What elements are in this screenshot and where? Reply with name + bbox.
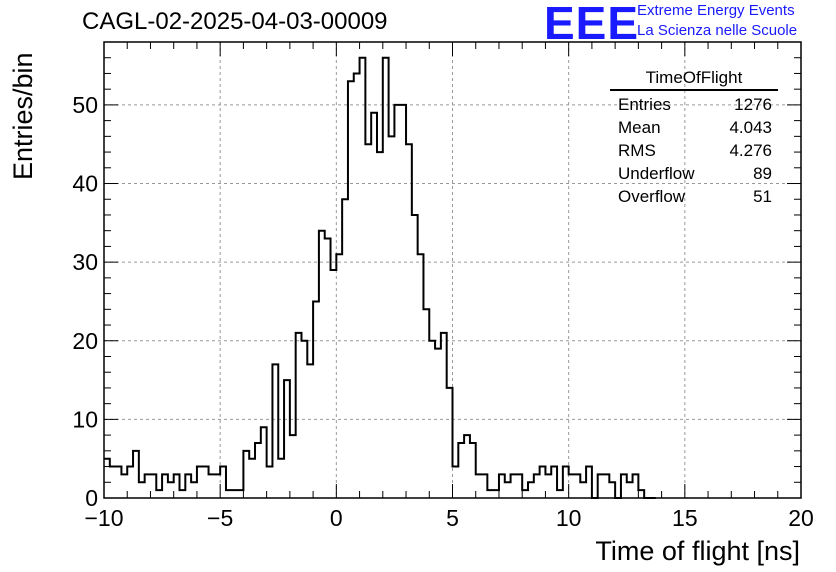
logo-line-1: Extreme Energy Events — [637, 2, 795, 19]
histogram-bin — [290, 435, 296, 498]
stats-value: 4.276 — [729, 141, 772, 160]
logo-line-2: La Scienza nelle Scuole — [637, 22, 798, 39]
histogram-bin — [267, 467, 273, 498]
histogram-bin — [354, 73, 360, 498]
histogram-bin — [522, 490, 528, 498]
histogram-bin — [209, 474, 215, 498]
histogram-bin — [580, 482, 586, 498]
x-tick-label: −5 — [207, 505, 233, 531]
histogram-bin — [238, 490, 244, 498]
histogram-bin — [191, 482, 197, 498]
histogram-bin — [180, 490, 186, 498]
x-tick-label: 20 — [788, 505, 814, 531]
histogram-bin — [487, 490, 493, 498]
y-tick-label: 20 — [72, 328, 98, 354]
histogram-bin — [389, 136, 395, 498]
stats-row-mean: Mean 4.043 — [610, 116, 778, 139]
y-axis-label: Entries/bin — [8, 52, 38, 180]
histogram-bin — [493, 490, 499, 498]
stats-label: Entries — [618, 95, 671, 114]
histogram-bin — [336, 254, 342, 498]
histogram-bin — [121, 474, 127, 498]
stats-value: 4.043 — [729, 118, 772, 137]
grid-lines — [104, 42, 801, 498]
x-tick-label: 10 — [556, 505, 582, 531]
histogram-bin — [214, 474, 220, 498]
stats-box: TimeOfFlight Entries 1276 Mean 4.043 RMS… — [610, 68, 778, 208]
histogram-bin — [365, 144, 371, 498]
chart-title: CAGL-02-2025-04-03-00009 — [82, 8, 388, 35]
y-tick-label: 40 — [72, 171, 98, 197]
y-tick-label: 0 — [85, 485, 98, 511]
histogram-bin — [156, 490, 162, 498]
x-tick-label: 5 — [446, 505, 459, 531]
stats-box-title: TimeOfFlight — [610, 68, 778, 91]
stats-label: Overflow — [618, 187, 686, 206]
histogram-bin — [476, 474, 482, 498]
histogram-bin — [412, 215, 418, 498]
stats-value: 1276 — [734, 95, 772, 114]
histogram-bin — [377, 152, 383, 498]
y-tick-label: 10 — [72, 406, 98, 432]
stats-value: 51 — [753, 187, 772, 206]
histogram-bin — [371, 113, 377, 498]
histogram-bin — [168, 482, 174, 498]
histogram-bin — [139, 482, 145, 498]
plot-frame — [103, 41, 802, 499]
histogram-bin — [627, 482, 633, 498]
histogram-bin — [394, 105, 400, 498]
histogram-bin — [464, 435, 470, 498]
stats-label: RMS — [618, 141, 656, 160]
histogram-bin — [331, 270, 337, 498]
stats-row-rms: RMS 4.276 — [610, 139, 778, 162]
stats-label: Underflow — [618, 164, 695, 183]
histogram-bin — [453, 467, 459, 498]
y-tick-label: 50 — [72, 92, 98, 118]
histogram-bins — [104, 58, 644, 498]
histogram-bin — [435, 349, 441, 498]
stats-row-overflow: Overflow 51 — [610, 185, 778, 208]
histogram-bin — [545, 474, 551, 498]
y-tick-label: 30 — [72, 249, 98, 275]
histogram-bin — [325, 239, 331, 498]
eee-logo: EEE — [544, 0, 640, 49]
histogram-bin — [400, 105, 406, 498]
histogram-bin — [557, 490, 563, 498]
histogram-bin — [569, 474, 575, 498]
histogram-bin — [505, 482, 511, 498]
x-tick-label: 0 — [330, 505, 343, 531]
x-tick-label: 15 — [672, 505, 698, 531]
tick-labels: −10 −5 0 5 10 15 20 0 10 20 30 40 50 — [72, 92, 813, 531]
stats-row-entries: Entries 1276 — [610, 93, 778, 116]
stats-label: Mean — [618, 118, 661, 137]
stats-row-underflow: Underflow 89 — [610, 162, 778, 185]
histogram-bin — [307, 364, 313, 498]
stats-value: 89 — [753, 164, 772, 183]
axis-ticks — [103, 41, 802, 499]
x-axis-label: Time of flight [ns] — [595, 536, 800, 566]
histogram-bin — [232, 490, 238, 498]
histogram-bin — [249, 459, 255, 498]
histogram-bin — [226, 490, 232, 498]
x-tick-label: −10 — [84, 505, 123, 531]
histogram-bin — [278, 459, 284, 498]
histogram-outline — [104, 56, 656, 499]
